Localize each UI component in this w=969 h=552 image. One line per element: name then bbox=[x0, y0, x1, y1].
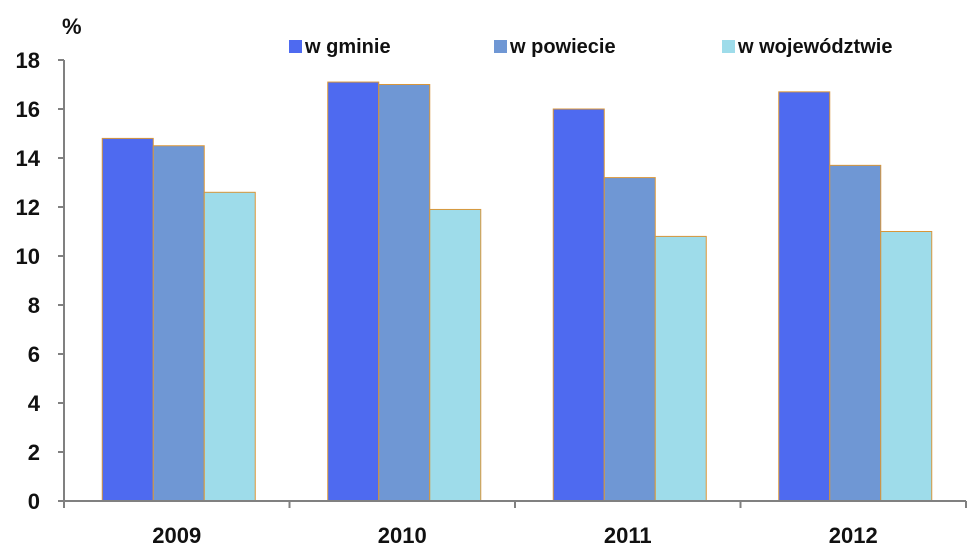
bar bbox=[654, 235, 707, 502]
y-tick-label: 14 bbox=[16, 146, 41, 171]
legend-swatch bbox=[494, 40, 507, 53]
bar bbox=[327, 81, 380, 502]
y-tick-label: 10 bbox=[16, 244, 40, 269]
bar bbox=[101, 137, 154, 502]
x-tick-label: 2009 bbox=[152, 523, 201, 548]
x-tick-label: 2012 bbox=[829, 523, 878, 548]
x-tick-label: 2011 bbox=[604, 523, 652, 548]
legend-label: w województwie bbox=[737, 36, 892, 58]
axes bbox=[58, 59, 967, 508]
y-tick-label: 4 bbox=[28, 391, 41, 416]
y-tick-label: 0 bbox=[28, 489, 40, 514]
legend-label: w powiecie bbox=[509, 36, 616, 58]
y-tick-label: 2 bbox=[28, 440, 40, 465]
bar bbox=[880, 231, 933, 502]
bar bbox=[778, 91, 831, 502]
bar bbox=[378, 84, 431, 502]
legend: w gminie w powiecie w województwie bbox=[289, 36, 892, 58]
bar bbox=[552, 108, 605, 502]
y-axis-tick-labels: 0 2 4 6 8 10 12 14 16 18 bbox=[16, 48, 41, 514]
bars bbox=[101, 81, 933, 502]
bar bbox=[152, 145, 205, 502]
bar bbox=[603, 177, 656, 502]
y-tick-label: 16 bbox=[16, 97, 40, 122]
y-tick-label: 8 bbox=[28, 293, 40, 318]
bar bbox=[203, 191, 256, 502]
legend-swatch bbox=[289, 40, 302, 53]
x-axis-tick-labels: 2009 2010 2011 2012 bbox=[152, 523, 877, 548]
legend-swatch bbox=[722, 40, 735, 53]
y-tick-label: 6 bbox=[28, 342, 40, 367]
x-tick-label: 2010 bbox=[378, 523, 427, 548]
y-tick-label: 18 bbox=[16, 48, 40, 73]
y-axis-unit-label: % bbox=[62, 14, 82, 39]
bar bbox=[829, 164, 882, 502]
legend-label: w gminie bbox=[304, 36, 391, 58]
bar bbox=[429, 208, 482, 502]
y-tick-label: 12 bbox=[16, 195, 40, 220]
